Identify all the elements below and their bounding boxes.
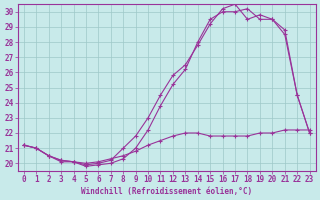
X-axis label: Windchill (Refroidissement éolien,°C): Windchill (Refroidissement éolien,°C) xyxy=(81,187,252,196)
